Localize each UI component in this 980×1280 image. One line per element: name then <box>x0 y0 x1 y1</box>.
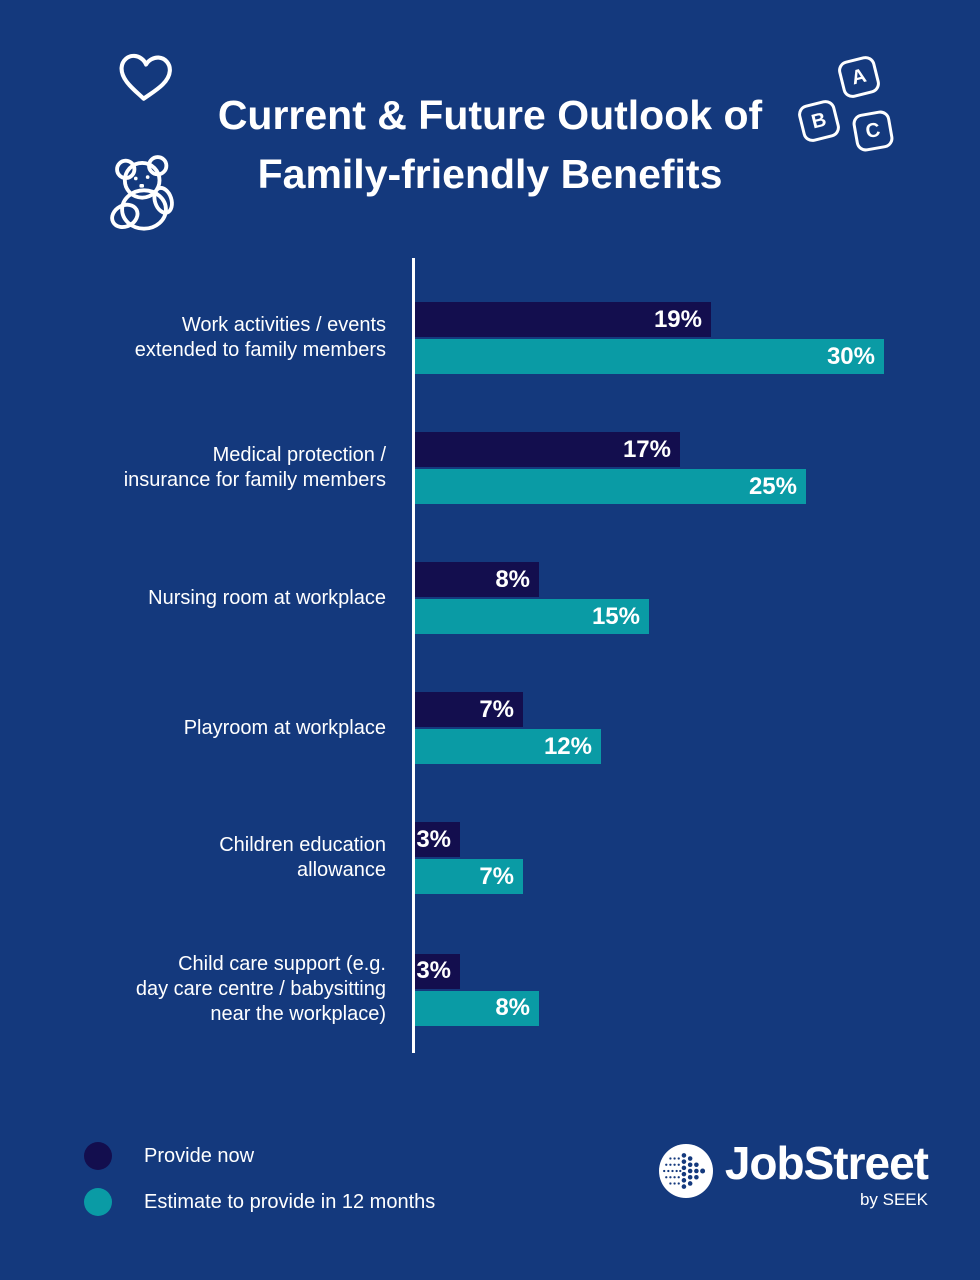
chart-row: Child care support (e.g. day care centre… <box>0 952 980 1027</box>
bar-value-label: 8% <box>495 565 530 593</box>
heart-icon <box>114 48 176 111</box>
category-label: Medical protection / insurance for famil… <box>123 444 386 491</box>
page-title-line2: Family-friendly Benefits <box>257 151 723 198</box>
bar-value-label: 25% <box>748 472 797 500</box>
legend-swatch-provide-now <box>84 1142 112 1170</box>
bar-value-label: 12% <box>543 732 592 760</box>
legend-item-provide-now: Provide now <box>84 1142 435 1170</box>
bar-provide-now: 19% <box>413 302 711 337</box>
page-title: Current & Future Outlook of Family-frien… <box>0 86 980 204</box>
category-label: Work activities / events extended to fam… <box>134 314 386 361</box>
bar-estimate: 7% <box>413 859 523 894</box>
bar-estimate: 8% <box>413 990 539 1026</box>
bar-estimate: 12% <box>413 729 601 764</box>
chart-row: Medical protection / insurance for famil… <box>0 432 980 504</box>
teddy-bear-icon <box>98 152 190 241</box>
chart-legend: Provide now Estimate to provide in 12 mo… <box>84 1142 435 1234</box>
chart-axis-line <box>412 258 415 1053</box>
bar-provide-now: 3% <box>413 822 460 857</box>
chart-row: Playroom at workplace 7% 12% <box>0 692 980 764</box>
bar-value-label: 3% <box>416 825 451 853</box>
jobstreet-logo: JobStreet by SEEK <box>658 1137 929 1210</box>
bar-estimate: 25% <box>413 469 806 504</box>
bar-value-label: 17% <box>622 435 671 463</box>
chart-row: Nursing room at workplace 8% 15% <box>0 562 980 634</box>
bar-value-label: 7% <box>479 862 514 890</box>
bar-chart: Work activities / events extended to fam… <box>0 258 980 1053</box>
bar-estimate: 30% <box>413 339 884 374</box>
bar-value-label: 30% <box>826 342 875 370</box>
bar-value-label: 19% <box>653 305 702 333</box>
bar-value-label: 3% <box>416 957 451 984</box>
category-label: Child care support (e.g. day care centre… <box>135 953 386 1025</box>
bar-value-label: 7% <box>479 695 514 723</box>
bar-group: 8% 15% <box>413 562 980 634</box>
page-title-line1: Current & Future Outlook of <box>217 92 763 138</box>
jobstreet-logo-byline: by SEEK <box>859 1189 928 1209</box>
bar-estimate: 15% <box>413 599 649 634</box>
bar-provide-now: 17% <box>413 432 680 467</box>
legend-label-provide-now: Provide now <box>144 1144 255 1167</box>
chart-rows: Work activities / events extended to fam… <box>0 258 980 1027</box>
category-label: Children education allowance <box>219 834 386 881</box>
bar-value-label: 15% <box>591 602 640 630</box>
bar-provide-now: 8% <box>413 562 539 597</box>
bar-group: 19% 30% <box>413 302 980 374</box>
jobstreet-logo-name: JobStreet <box>724 1137 929 1189</box>
legend-swatch-estimate <box>84 1188 112 1216</box>
legend-label-estimate: Estimate to provide in 12 months <box>144 1190 436 1213</box>
bar-value-label: 8% <box>495 994 530 1021</box>
bar-group: 17% 25% <box>413 432 980 504</box>
chart-row: Work activities / events extended to fam… <box>0 302 980 374</box>
chart-row: Children education allowance 3% 7% <box>0 822 980 894</box>
jobstreet-logo-icon <box>658 1144 713 1203</box>
bar-group: 7% 12% <box>413 692 980 764</box>
category-label: Nursing room at workplace <box>148 586 386 609</box>
bar-provide-now: 7% <box>413 692 523 727</box>
bar-group: 3% 7% <box>413 822 980 894</box>
legend-item-estimate: Estimate to provide in 12 months <box>84 1188 435 1216</box>
bar-provide-now: 3% <box>413 953 460 989</box>
bar-group: 3% 8% <box>413 953 980 1026</box>
category-label: Playroom at workplace <box>183 716 386 739</box>
